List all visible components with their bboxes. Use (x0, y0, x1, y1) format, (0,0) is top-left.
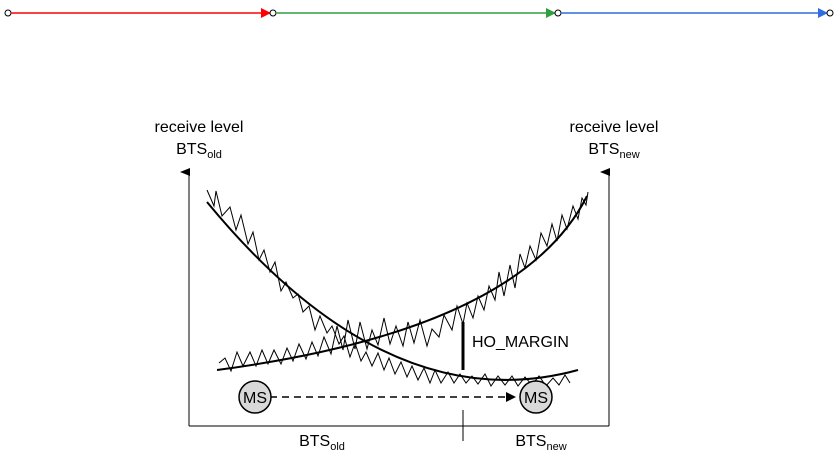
ho-margin-label: HO_MARGIN (472, 334, 569, 351)
top-connector (4, 8, 834, 18)
bottom-label-old: BTSold (299, 433, 345, 453)
mobile-station-old-label: MS (243, 390, 267, 407)
average-curve-old (206, 201, 579, 381)
mobile-station-new: MS (519, 380, 553, 414)
left-axis-label-line2: BTSold (176, 141, 222, 161)
mobile-station-old: MS (238, 380, 272, 414)
right-axis-label-line1: receive level (570, 119, 659, 136)
connector-node-1 (4, 9, 12, 17)
signal-noise-old (206, 189, 571, 387)
bottom-label-new: BTSnew (515, 433, 566, 453)
connector-node-2 (269, 9, 277, 17)
connector-node-4 (826, 9, 834, 17)
signal-noise-new (218, 191, 589, 373)
axes (180, 168, 610, 441)
mobile-station-new-label: MS (524, 390, 548, 407)
right-axis-label-line2: BTSnew (588, 141, 639, 161)
left-axis-label-line1: receive level (155, 119, 244, 136)
average-curve-new (216, 195, 588, 371)
mobile-station-new-circle (519, 380, 553, 414)
mobile-station-old-circle (238, 380, 272, 414)
connector-node-3 (554, 9, 562, 17)
